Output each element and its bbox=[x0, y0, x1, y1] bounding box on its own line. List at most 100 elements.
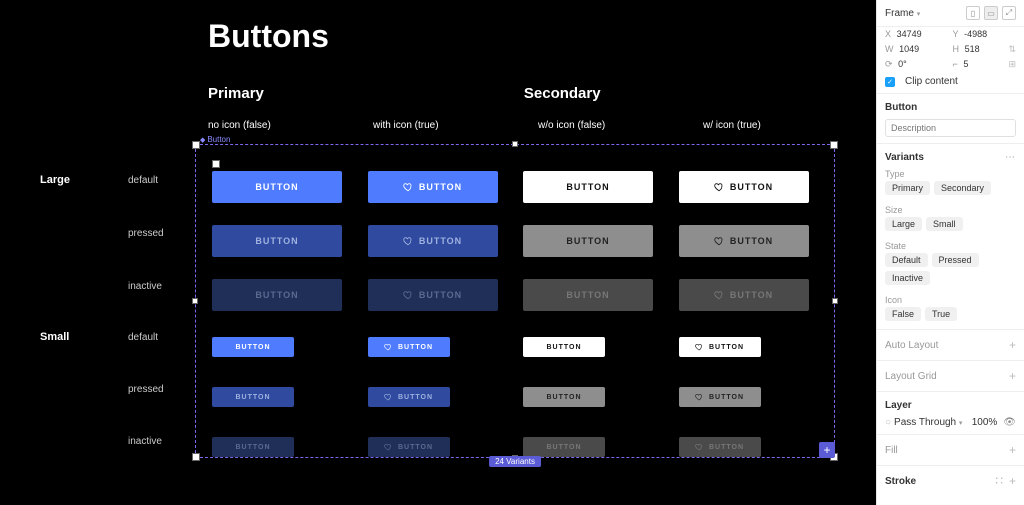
variant-primary-small-inactive-noicon[interactable]: BUTTON bbox=[212, 437, 294, 457]
variant-primary-small-pressed-noicon[interactable]: BUTTON bbox=[212, 387, 294, 407]
constrain-icon[interactable]: ⇅ bbox=[1008, 44, 1016, 55]
variants-title: Variants bbox=[885, 152, 924, 163]
layout-grid-row[interactable]: Layout Grid+ bbox=[877, 363, 1024, 389]
align-v-icon[interactable]: ▯ bbox=[966, 6, 980, 20]
design-canvas[interactable]: Buttons Primary Secondary no icon (false… bbox=[0, 0, 876, 505]
variant-secondary-small-default-icon[interactable]: BUTTON bbox=[679, 337, 761, 357]
chip-state-pressed[interactable]: Pressed bbox=[932, 253, 979, 267]
heart-icon bbox=[695, 393, 703, 401]
button-label: BUTTON bbox=[546, 444, 581, 451]
description-input[interactable] bbox=[885, 119, 1016, 137]
variant-primary-small-pressed-icon[interactable]: BUTTON bbox=[368, 387, 450, 407]
frame-type-dropdown[interactable]: Frame ▾ bbox=[885, 8, 920, 19]
variant-primary-small-inactive-icon[interactable]: BUTTON bbox=[368, 437, 450, 457]
w-label: W bbox=[885, 44, 894, 54]
resize-icon[interactable]: ⤢ bbox=[1002, 6, 1016, 20]
chip-state-inactive[interactable]: Inactive bbox=[885, 271, 930, 285]
button-label: BUTTON bbox=[419, 290, 462, 300]
col-secondary-icon: w/ icon (true) bbox=[703, 120, 868, 131]
variant-primary-large-default-noicon[interactable]: BUTTON bbox=[212, 171, 342, 203]
variant-primary-small-default-icon[interactable]: BUTTON bbox=[368, 337, 450, 357]
variant-primary-large-inactive-icon[interactable]: BUTTON bbox=[368, 279, 498, 311]
chip-icon-true[interactable]: True bbox=[925, 307, 957, 321]
variant-secondary-large-inactive-icon[interactable]: BUTTON bbox=[679, 279, 809, 311]
clip-content-label: Clip content bbox=[905, 76, 958, 87]
chip-type-secondary[interactable]: Secondary bbox=[934, 181, 991, 195]
col-primary-noicon: no icon (false) bbox=[208, 120, 373, 131]
variant-secondary-small-default-noicon[interactable]: BUTTON bbox=[523, 337, 605, 357]
variant-primary-small-default-noicon[interactable]: BUTTON bbox=[212, 337, 294, 357]
w-field[interactable]: 1049 bbox=[899, 44, 919, 54]
button-label: BUTTON bbox=[419, 236, 462, 246]
x-field[interactable]: 34749 bbox=[897, 29, 922, 39]
prop-size-label: Size bbox=[877, 201, 1024, 215]
heart-icon bbox=[403, 182, 413, 192]
corners-icon[interactable]: ⊞ bbox=[1008, 59, 1016, 70]
row-small-default: BUTTON BUTTON BUTTON BUTTON bbox=[212, 322, 834, 372]
chip-type-primary[interactable]: Primary bbox=[885, 181, 930, 195]
add-variant-button[interactable]: + bbox=[819, 442, 835, 458]
row-large-pressed: BUTTON BUTTON BUTTON BUTTON bbox=[212, 214, 834, 268]
chip-size-small[interactable]: Small bbox=[926, 217, 963, 231]
column-headers: no icon (false) with icon (true) w/o ico… bbox=[208, 120, 876, 131]
checkbox-icon: ✓ bbox=[885, 77, 895, 87]
section-headers: Primary Secondary bbox=[208, 85, 876, 102]
variant-secondary-small-pressed-noicon[interactable]: BUTTON bbox=[523, 387, 605, 407]
frame-type-row: Frame ▾ ▯ ▭ ⤢ bbox=[877, 0, 1024, 27]
variant-secondary-large-pressed-icon[interactable]: BUTTON bbox=[679, 225, 809, 257]
opacity-field[interactable]: 100% bbox=[972, 417, 998, 428]
heart-icon bbox=[714, 182, 724, 192]
button-label: BUTTON bbox=[398, 344, 433, 351]
variant-secondary-small-inactive-noicon[interactable]: BUTTON bbox=[523, 437, 605, 457]
h-field[interactable]: 518 bbox=[965, 44, 980, 54]
button-label: BUTTON bbox=[398, 444, 433, 451]
clip-content-row[interactable]: ✓ Clip content bbox=[877, 72, 1024, 91]
variant-primary-large-pressed-icon[interactable]: BUTTON bbox=[368, 225, 498, 257]
variants-menu-icon[interactable]: ⋯ bbox=[1005, 152, 1016, 163]
blend-mode-dropdown[interactable]: ○Pass Through ▾ bbox=[885, 417, 962, 428]
y-field[interactable]: -4988 bbox=[964, 29, 987, 39]
radius-icon: ⌐ bbox=[953, 59, 958, 69]
component-set-frame[interactable]: BUTTON BUTTON BUTTON BUTTON BUTTON BUTTO… bbox=[195, 144, 835, 458]
variant-secondary-large-inactive-noicon[interactable]: BUTTON bbox=[523, 279, 653, 311]
button-label: BUTTON bbox=[419, 182, 462, 192]
heart-icon bbox=[384, 343, 392, 351]
stroke-row[interactable]: Stroke∷+ bbox=[877, 468, 1024, 494]
rotation-icon: ⟳ bbox=[885, 59, 893, 69]
chip-size-large[interactable]: Large bbox=[885, 217, 922, 231]
variant-secondary-large-default-icon[interactable]: BUTTON bbox=[679, 171, 809, 203]
row-large-default: BUTTON BUTTON BUTTON BUTTON bbox=[212, 160, 834, 214]
auto-layout-row[interactable]: Auto Layout+ bbox=[877, 332, 1024, 358]
rotation-field[interactable]: 0° bbox=[898, 59, 907, 69]
heart-icon bbox=[714, 290, 724, 300]
prop-type-label: Type bbox=[877, 165, 1024, 179]
radius-field[interactable]: 5 bbox=[963, 59, 968, 69]
fill-row[interactable]: Fill+ bbox=[877, 437, 1024, 463]
heart-icon bbox=[384, 393, 392, 401]
y-label: Y bbox=[953, 29, 959, 39]
align-h-icon[interactable]: ▭ bbox=[984, 6, 998, 20]
visibility-icon[interactable]: 👁 bbox=[1003, 417, 1016, 428]
col-primary-icon: with icon (true) bbox=[373, 120, 538, 131]
variant-primary-large-pressed-noicon[interactable]: BUTTON bbox=[212, 225, 342, 257]
component-label: Button bbox=[200, 135, 876, 144]
page-title: Buttons bbox=[208, 18, 876, 55]
state-large-default: default bbox=[128, 175, 158, 186]
state-large-inactive: inactive bbox=[128, 281, 162, 292]
variant-secondary-large-pressed-noicon[interactable]: BUTTON bbox=[523, 225, 653, 257]
variant-primary-large-default-icon[interactable]: BUTTON bbox=[368, 171, 498, 203]
chip-state-default[interactable]: Default bbox=[885, 253, 928, 267]
heart-icon bbox=[403, 236, 413, 246]
row-small-pressed: BUTTON BUTTON BUTTON BUTTON bbox=[212, 372, 834, 422]
stroke-style-icon[interactable]: ∷ bbox=[995, 474, 1003, 488]
chip-icon-false[interactable]: False bbox=[885, 307, 921, 321]
state-large-pressed: pressed bbox=[128, 228, 164, 239]
heart-icon bbox=[714, 236, 724, 246]
variant-secondary-small-inactive-icon[interactable]: BUTTON bbox=[679, 437, 761, 457]
row-large-inactive: BUTTON BUTTON BUTTON BUTTON bbox=[212, 268, 834, 322]
button-label: BUTTON bbox=[730, 290, 773, 300]
button-label: BUTTON bbox=[730, 182, 773, 192]
variant-primary-large-inactive-noicon[interactable]: BUTTON bbox=[212, 279, 342, 311]
variant-secondary-large-default-noicon[interactable]: BUTTON bbox=[523, 171, 653, 203]
variant-secondary-small-pressed-icon[interactable]: BUTTON bbox=[679, 387, 761, 407]
